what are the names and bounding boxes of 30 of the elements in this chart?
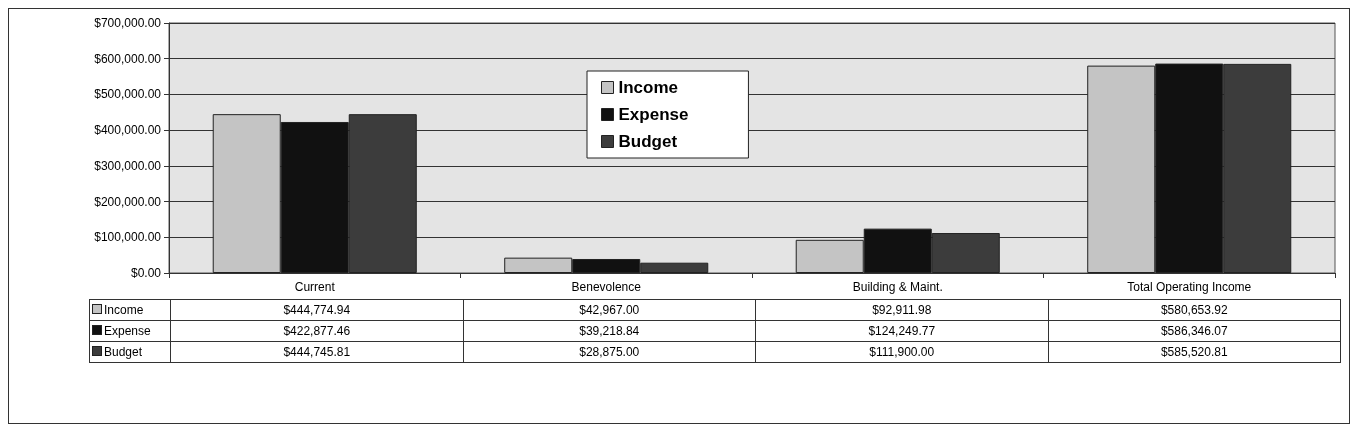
x-tick-label: Building & Maint. [852, 280, 943, 294]
data-label: $28,875.00 [463, 341, 756, 363]
data-label: $124,249.77 [755, 320, 1048, 342]
data-label: $422,877.46 [170, 320, 463, 342]
legend-label: Budget [618, 132, 678, 151]
data-label: $580,653.92 [1048, 299, 1341, 321]
y-tick-label: $700,000.00 [94, 16, 162, 30]
y-tick-label: $500,000.00 [94, 87, 162, 102]
x-tick-label: Current [294, 280, 336, 294]
data-label: $585,520.81 [1048, 341, 1341, 363]
x-tick-label: Total Operating Income [1127, 280, 1252, 294]
data-label: $42,967.00 [463, 299, 756, 321]
text: Expense [104, 324, 151, 338]
data-label: $39,218.84 [463, 320, 756, 342]
y-tick-label: $100,000.00 [94, 230, 162, 245]
data-label: $111,900.00 [755, 341, 1048, 363]
y-tick-label: $400,000.00 [94, 123, 162, 138]
y-tick-label: $0.00 [130, 266, 162, 280]
legend-label: Income [618, 78, 679, 97]
y-tick-label: $600,000.00 [94, 51, 162, 66]
text: Income [104, 303, 144, 317]
y-tick-label: $300,000.00 [94, 158, 162, 173]
y-tick-label: $200,000.00 [94, 194, 162, 209]
data-label: $444,745.81 [170, 341, 463, 363]
data-label: $92,911.98 [755, 299, 1048, 321]
legend-label: Expense [618, 105, 689, 124]
x-tick-label: Benevolence [571, 280, 642, 294]
data-label: $444,774.94 [170, 299, 463, 321]
data-label: $586,346.07 [1048, 320, 1341, 342]
text: Budget [104, 345, 143, 359]
